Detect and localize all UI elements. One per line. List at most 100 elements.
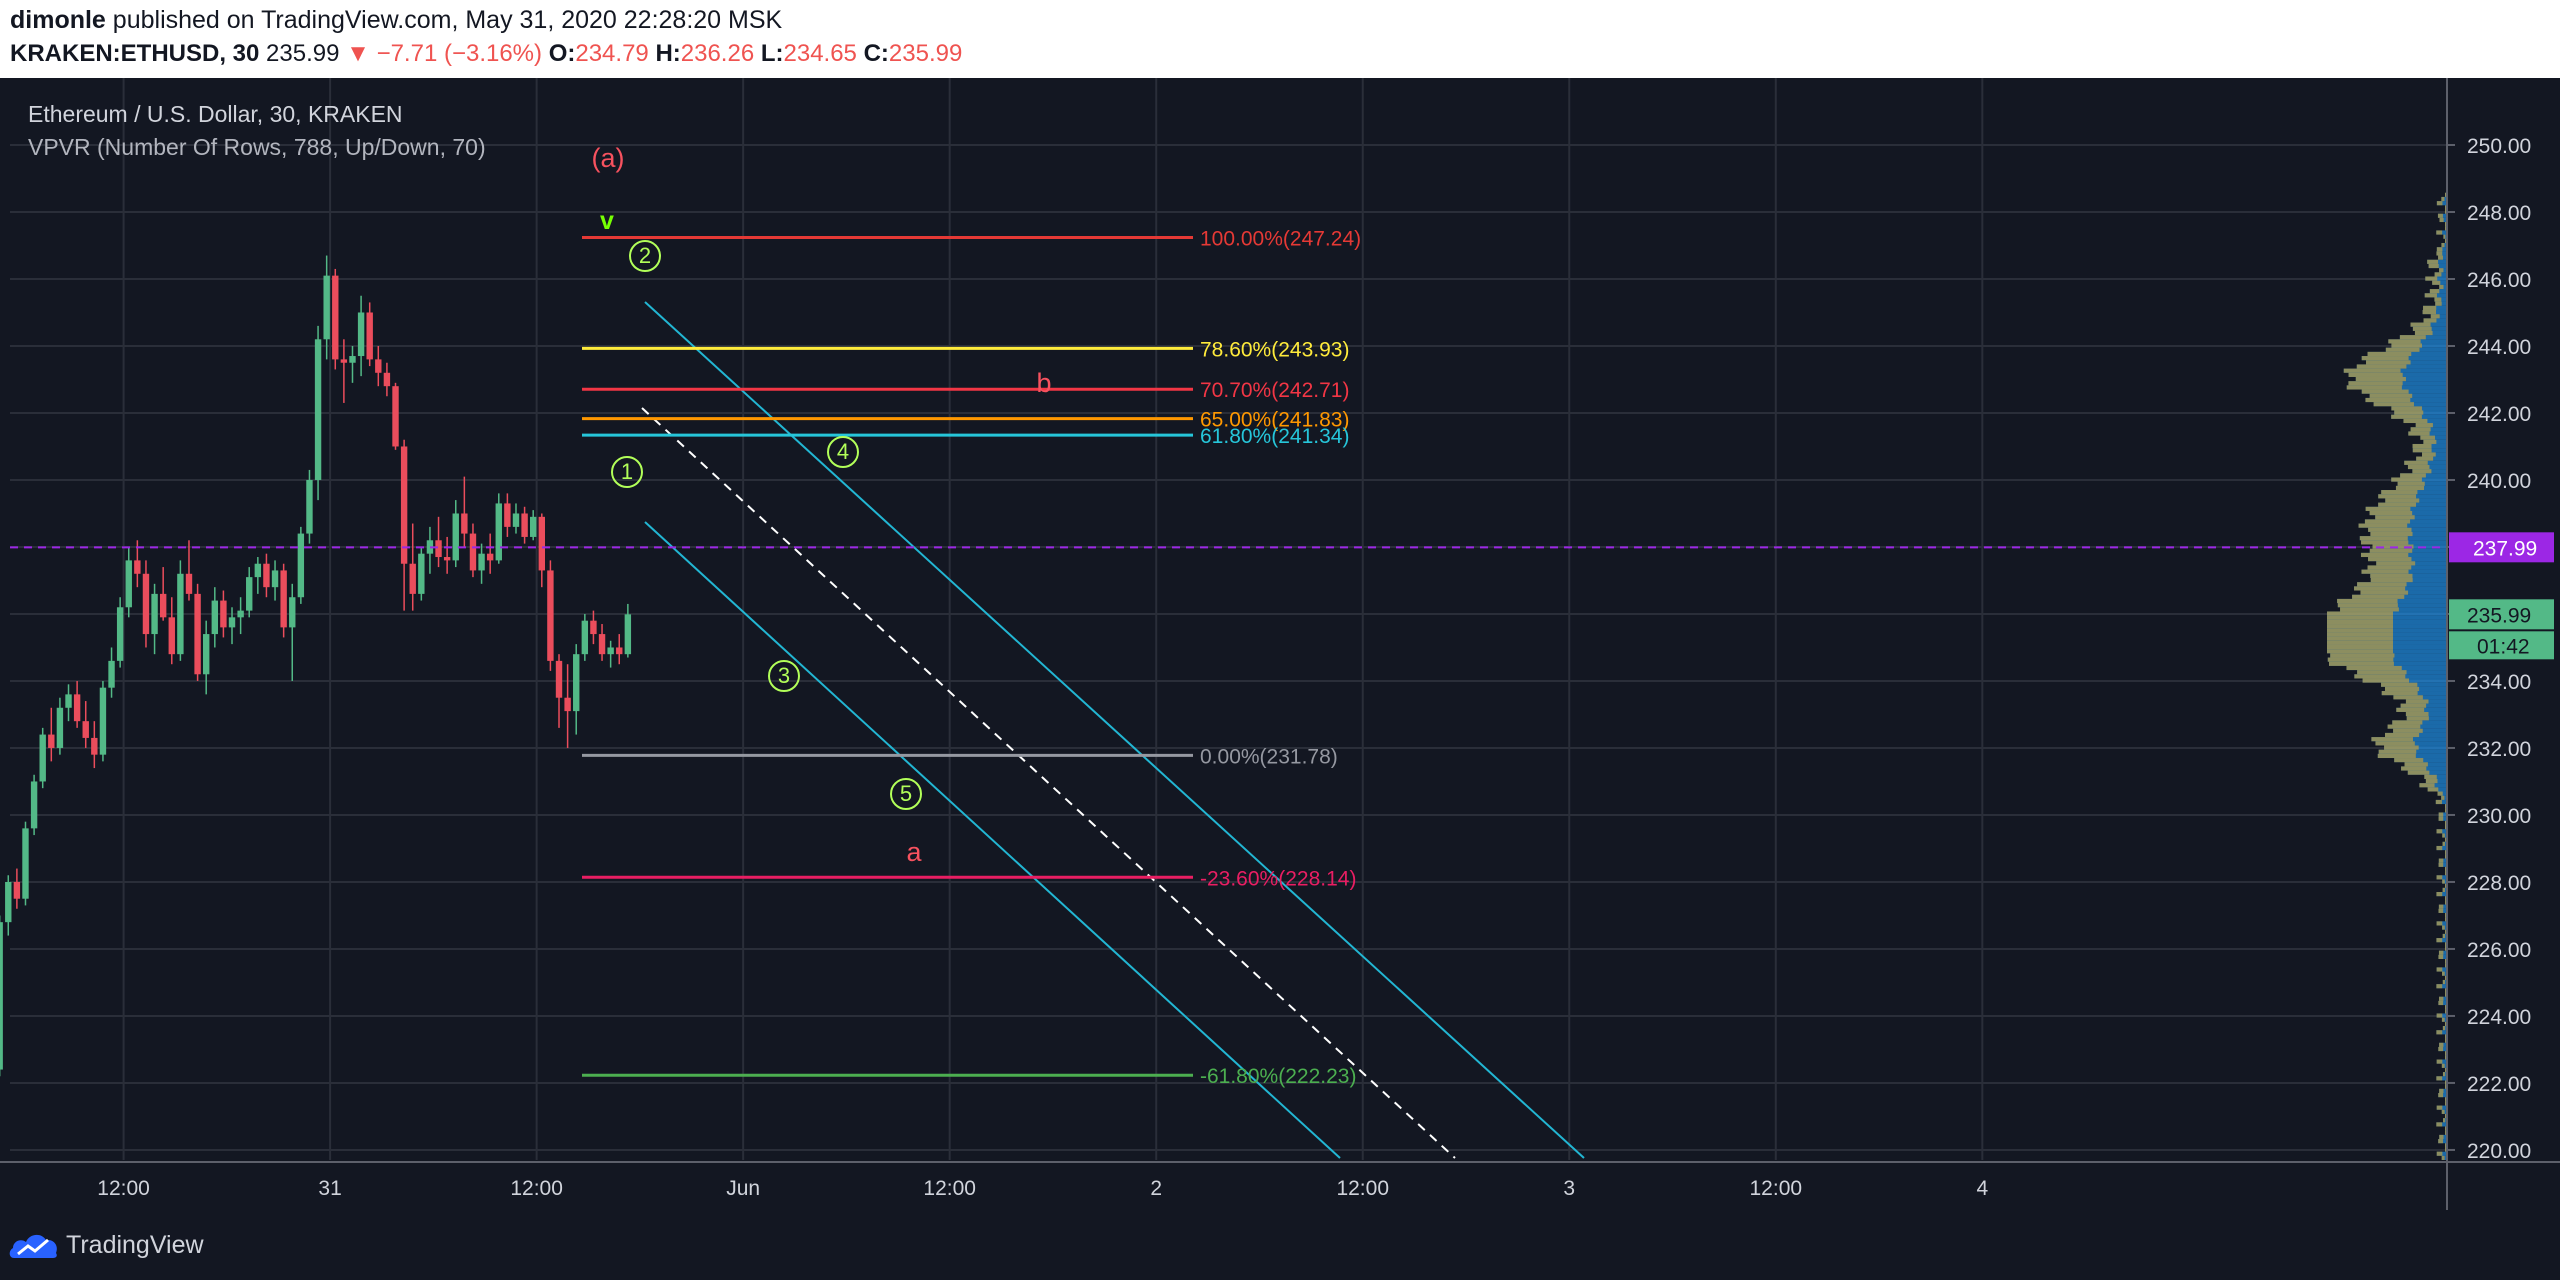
- volume-bar-down: [2438, 1139, 2444, 1144]
- wave-labels: (a) v2 1 3 4 5 a b: [592, 143, 1052, 867]
- volume-bar-down: [2361, 356, 2409, 361]
- candle-body: [357, 312, 365, 357]
- wave-circle: [768, 660, 800, 692]
- volume-bar-down: [2360, 590, 2409, 595]
- candle-body: [185, 573, 193, 594]
- candle-body: [495, 503, 502, 561]
- candle-body: [297, 533, 305, 598]
- volume-bar-down: [2384, 745, 2419, 750]
- candle-body: [349, 356, 356, 363]
- volume-bar-down: [2445, 808, 2447, 813]
- volume-bar-down: [2445, 1143, 2447, 1148]
- price-tick-label: 240.00: [2467, 470, 2531, 493]
- candle-body: [246, 577, 253, 611]
- time-tick-label: 31: [318, 1177, 341, 1200]
- price-tick-label: 232.00: [2467, 738, 2531, 761]
- close-label: C:: [863, 40, 889, 67]
- candle-body: [48, 734, 55, 748]
- volume-bar-down: [2357, 670, 2407, 675]
- close-value: 235.99: [888, 40, 963, 67]
- volume-bar-down: [2445, 226, 2447, 231]
- price-tick-label: 242.00: [2467, 403, 2531, 426]
- volume-bar-down: [2436, 1076, 2443, 1081]
- volume-bar-down: [2441, 1109, 2445, 1114]
- chart-area[interactable]: 100.00%(247.24) 78.60%(243.93) 70.70%(242.…: [0, 78, 2560, 1210]
- volume-bar-down: [2412, 326, 2432, 331]
- volume-bar-down: [2412, 443, 2432, 449]
- volume-bar-down: [2445, 1067, 2447, 1073]
- volume-bar-down: [2371, 737, 2413, 742]
- volume-bar-down: [2404, 460, 2428, 465]
- price-tick-label: 234.00: [2467, 671, 2531, 694]
- wave-label-v: v: [600, 207, 614, 235]
- fib-level-label: 61.80%(241.34): [1200, 425, 1349, 448]
- candle-body: [607, 647, 614, 655]
- candle-body: [99, 687, 107, 755]
- volume-bar-down: [2445, 946, 2447, 951]
- volume-bar-down: [2445, 1021, 2447, 1027]
- candle-body: [211, 600, 219, 635]
- candle-body: [108, 660, 115, 688]
- wave-circle: [611, 456, 643, 488]
- tradingview-logo[interactable]: TradingView: [8, 1224, 204, 1266]
- volume-bar-down: [2436, 845, 2443, 851]
- volume-bar-down: [2439, 284, 2444, 290]
- horizontal-line-price-label: 237.99: [2473, 537, 2537, 560]
- last-price-tag: [2449, 599, 2554, 630]
- price-chart[interactable]: 100.00%(247.24) 78.60%(243.93) 70.70%(242.…: [0, 78, 2560, 1210]
- candle-body: [280, 570, 287, 628]
- candle-body: [30, 781, 38, 829]
- volume-bar-down: [2354, 586, 2406, 591]
- candle-body: [409, 563, 416, 594]
- volume-bar-down: [2392, 720, 2423, 725]
- volume-bar-down: [2377, 753, 2416, 759]
- wave-label-(a): (a): [592, 143, 625, 173]
- candle-body: [504, 503, 511, 527]
- volume-bar-down: [2337, 598, 2398, 604]
- time-tick-label: 12:00: [510, 1177, 563, 1200]
- volume-bar-down: [2445, 238, 2447, 243]
- symbol[interactable]: KRAKEN:ETHUSD, 30: [10, 40, 260, 67]
- volume-bar-down: [2436, 892, 2443, 897]
- volume-bar-down: [2367, 565, 2412, 570]
- volume-bar-down: [2445, 850, 2447, 855]
- low-label: L:: [760, 40, 784, 67]
- volume-bar-down: [2442, 879, 2445, 884]
- volume-bar-down: [2394, 410, 2424, 415]
- fib-level-label: 65.00%(241.83): [1200, 409, 1349, 432]
- volume-bar-down: [2445, 209, 2447, 214]
- volume-bar-down: [2384, 686, 2420, 692]
- candle-body: [314, 339, 322, 480]
- volume-bar-down: [2438, 904, 2444, 909]
- fib-level-label: 70.70%(242.71): [1200, 379, 1349, 402]
- volume-bar-down: [2445, 929, 2447, 934]
- volume-bar-down: [2343, 368, 2401, 373]
- volume-bar-down: [2407, 770, 2430, 775]
- volume-bar-down: [2346, 665, 2402, 671]
- volume-bar-down: [2445, 1101, 2447, 1106]
- volume-bar-down: [2412, 469, 2432, 474]
- candle-body: [177, 573, 184, 655]
- publisher-name[interactable]: dimonle: [10, 6, 106, 34]
- candle-body: [624, 614, 632, 655]
- candle-body: [452, 513, 459, 561]
- volume-bar-down: [2445, 804, 2447, 809]
- volume-bar-down: [2405, 711, 2429, 717]
- open-value: 234.79: [575, 40, 649, 67]
- countdown-label: 01:42: [2477, 635, 2530, 658]
- volume-bar-down: [2361, 569, 2409, 574]
- volume-bar-down: [2445, 959, 2447, 964]
- volume-bar-down: [2415, 423, 2433, 428]
- volume-bar-down: [2445, 1130, 2447, 1135]
- volume-bar-down: [2391, 477, 2422, 482]
- volume-bar-down: [2360, 552, 2409, 558]
- candle-body: [91, 737, 98, 755]
- candle-body: [598, 634, 606, 655]
- volume-bar-down: [2327, 628, 2393, 633]
- volume-bar-down: [2445, 1147, 2447, 1152]
- legend-indicator[interactable]: VPVR (Number Of Rows, 788, Up/Down, 70): [28, 134, 486, 160]
- volume-bar-down: [2395, 485, 2425, 491]
- volume-bar-down: [2410, 322, 2431, 327]
- candle-body: [13, 881, 21, 899]
- volume-bar-down: [2434, 297, 2442, 302]
